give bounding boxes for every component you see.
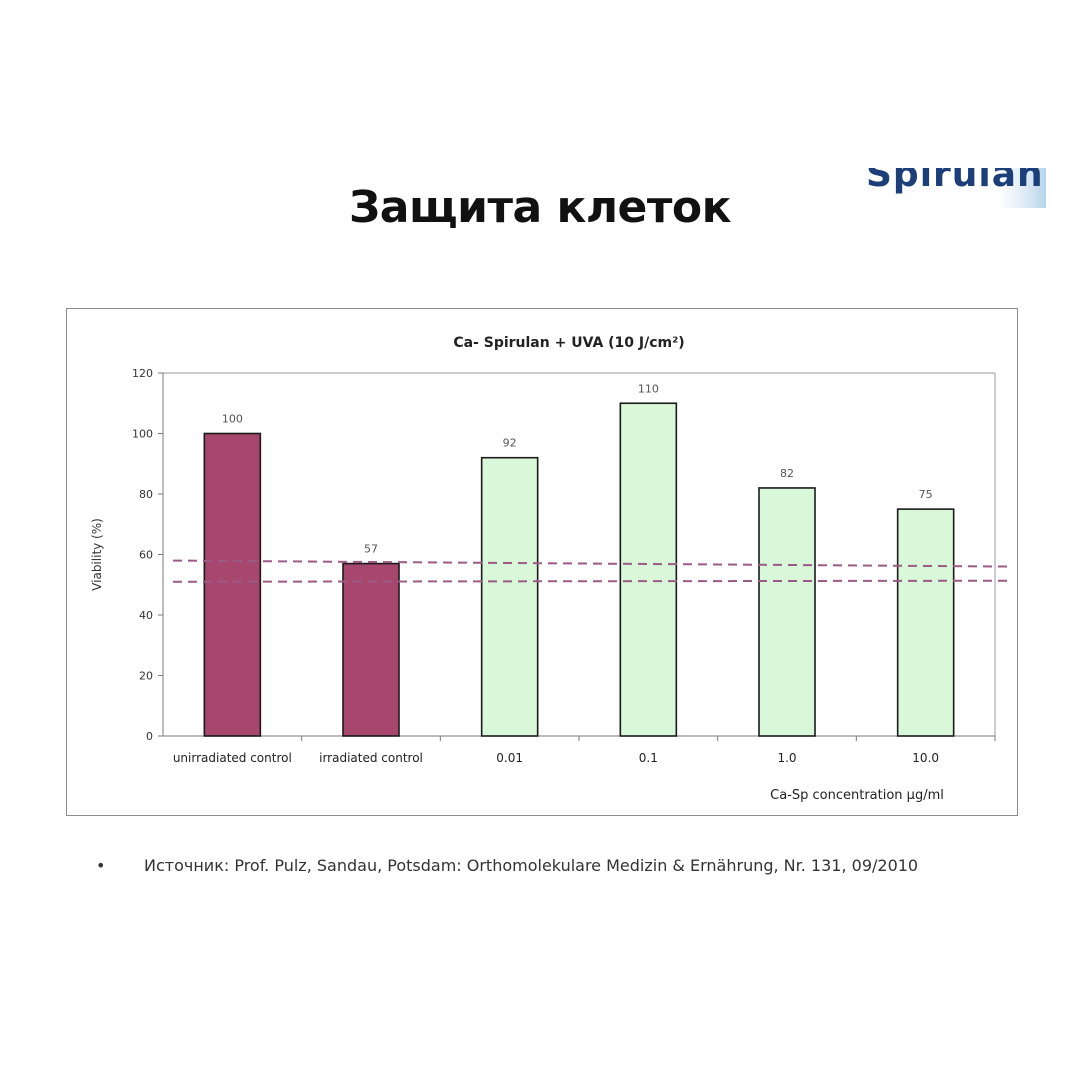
data-label: 57 (364, 543, 378, 556)
data-label: 100 (222, 413, 243, 426)
y-tick-label: 20 (139, 670, 153, 683)
bar-chart: Ca- Spirulan + UVA (10 J/cm²) 0 20 40 60 80 10… (90, 335, 1012, 803)
y-tick-label: 0 (146, 730, 153, 743)
page-title: Защита клеток (349, 182, 731, 233)
x-tick-label: 0.1 (639, 751, 658, 765)
x-tick-label: 1.0 (777, 751, 796, 765)
x-tick-label: irradiated control (319, 751, 423, 765)
reference-dashed-line (172, 559, 1012, 568)
bar (480, 456, 539, 737)
spirulan-logo: Spirulan (858, 168, 1046, 208)
x-tick-label: 10.0 (912, 751, 939, 765)
y-tick-label: 120 (132, 367, 153, 380)
x-axis-label: Ca-Sp concentration µg/ml (770, 788, 944, 803)
data-label: 110 (638, 382, 659, 395)
source-text: Источник: Prof. Pulz, Sandau, Potsdam: O… (144, 856, 919, 875)
bullet: • (96, 856, 106, 875)
bar (758, 487, 816, 737)
data-label: 75 (919, 488, 933, 501)
data-label: 82 (780, 467, 794, 480)
y-tick-label: 40 (139, 609, 153, 622)
logo-text: Spirulan (866, 168, 1044, 195)
chart-container: Ca- Spirulan + UVA (10 J/cm²) 0 20 40 60 80 10… (66, 308, 1018, 816)
x-tick-label: 0.01 (496, 751, 523, 765)
bar (896, 508, 955, 737)
bar (203, 432, 262, 737)
bar (342, 562, 400, 737)
source-citation: • Источник: Prof. Pulz, Sandau, Potsdam: … (96, 856, 918, 875)
y-axis-label: Viability (%) (90, 518, 104, 591)
y-tick-label: 60 (139, 549, 153, 562)
chart-title: Ca- Spirulan + UVA (10 J/cm²) (453, 335, 684, 351)
reference-dashed-line (172, 579, 1012, 583)
x-tick-label: unirradiated control (173, 751, 292, 765)
y-tick-label: 100 (132, 428, 153, 441)
data-label: 92 (503, 437, 517, 450)
bar (619, 402, 678, 737)
y-tick-label: 80 (139, 488, 153, 501)
